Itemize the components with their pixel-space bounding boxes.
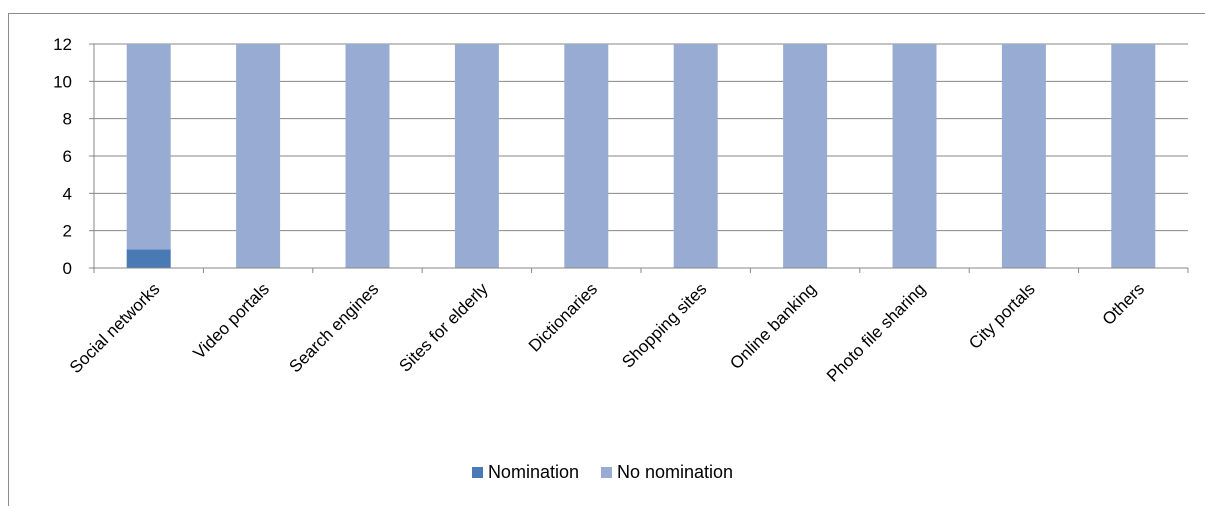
y-tick-label: 2: [63, 222, 72, 241]
x-category-label: Others: [1099, 279, 1149, 329]
x-category-labels: Social networks Video portals Search engin…: [66, 279, 1148, 386]
bar-no-nomination: [454, 44, 499, 268]
x-category-label: Social networks: [66, 279, 164, 377]
bar-no-nomination: [673, 44, 718, 268]
legend-swatch-no-nomination: [600, 467, 612, 478]
legend: Nomination No nomination: [0, 462, 1205, 483]
legend-label-nomination: Nomination: [487, 462, 579, 482]
x-category-label: Search engines: [285, 279, 382, 376]
bars: [126, 44, 1156, 268]
stacked-bar-chart: 0 2 4 6 8 10 12 Social networks Video portals Se…: [53, 35, 1189, 386]
x-category-label: Sites for elderly: [395, 279, 492, 376]
x-category-label: Photo file sharing: [823, 279, 929, 385]
y-tick-label: 12: [53, 35, 72, 54]
bar-no-nomination: [783, 44, 828, 268]
y-tick-label: 10: [53, 72, 72, 91]
legend-item-no-nomination: No nomination: [600, 462, 734, 483]
y-tick-label: 6: [63, 147, 72, 166]
y-tick-label: 0: [63, 259, 72, 278]
axes: [89, 43, 1189, 273]
bar-no-nomination: [126, 44, 171, 250]
x-category-label: Video portals: [190, 279, 273, 362]
bar-no-nomination: [892, 44, 937, 268]
bar-no-nomination: [236, 44, 281, 268]
legend-swatch-nomination: [471, 467, 483, 478]
y-tick-label: 8: [63, 110, 72, 129]
x-category-label: Online banking: [726, 279, 820, 373]
bar-no-nomination: [345, 44, 390, 268]
x-category-label: Dictionaries: [525, 279, 601, 355]
y-tick-label: 4: [63, 184, 72, 203]
y-tick-labels: 0 2 4 6 8 10 12: [53, 35, 72, 278]
x-category-label: City portals: [965, 279, 1039, 353]
chart-frame: [8, 13, 1205, 506]
legend-item-nomination: Nomination: [471, 462, 579, 483]
bar-nomination: [126, 249, 171, 268]
bar-no-nomination: [1111, 44, 1156, 268]
bar-no-nomination: [1001, 44, 1046, 268]
legend-label-no-nomination: No nomination: [616, 462, 734, 482]
x-category-label: Shopping sites: [618, 279, 710, 371]
bar-no-nomination: [564, 44, 609, 268]
